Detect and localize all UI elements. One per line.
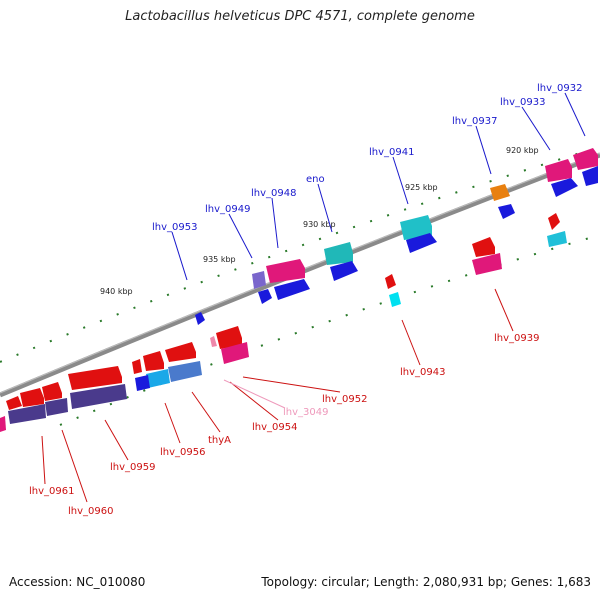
gene-label-lhv-0952[interactable]: lhv_0952 bbox=[322, 394, 367, 405]
gene-block[interactable] bbox=[548, 213, 560, 230]
gene-block[interactable] bbox=[472, 237, 495, 257]
gene-label-lhv-0941[interactable]: lhv_0941 bbox=[369, 147, 414, 158]
gene-label-lhv-0948[interactable]: lhv_0948 bbox=[251, 188, 296, 199]
gene-block[interactable] bbox=[20, 388, 44, 407]
gene-label-lhv-0953[interactable]: lhv_0953 bbox=[152, 222, 197, 233]
gene-label-lhv-0959[interactable]: lhv_0959 bbox=[110, 462, 155, 473]
reverse-genes bbox=[0, 213, 567, 432]
genome-title: Lactobacillus helveticus DPC 4571, compl… bbox=[125, 9, 475, 24]
gene-label-lhv-0943[interactable]: lhv_0943 bbox=[400, 367, 445, 378]
gene-block[interactable] bbox=[210, 336, 217, 347]
gene-block[interactable] bbox=[216, 326, 242, 349]
forward-tick-track bbox=[0, 149, 591, 363]
gene-block[interactable] bbox=[266, 259, 305, 283]
forward-genes bbox=[195, 148, 598, 325]
gene-block[interactable] bbox=[135, 375, 150, 391]
scale-label-925: 925 kbp bbox=[405, 183, 438, 192]
gene-block[interactable] bbox=[143, 351, 164, 371]
gene-label-lhv-0956[interactable]: lhv_0956 bbox=[160, 447, 205, 458]
gene-block[interactable] bbox=[582, 166, 598, 186]
gene-label-lhv-0960[interactable]: lhv_0960 bbox=[68, 506, 113, 517]
scale-label-940: 940 kbp bbox=[100, 287, 133, 296]
gene-block[interactable] bbox=[324, 242, 353, 265]
gene-block[interactable] bbox=[406, 233, 437, 253]
reverse-tick-track bbox=[59, 234, 600, 426]
gene-label-lhv-0933[interactable]: lhv_0933 bbox=[500, 97, 545, 108]
gene-block[interactable] bbox=[6, 396, 22, 410]
gene-block[interactable] bbox=[274, 279, 310, 300]
topology-text: Topology: circular; Length: 2,080,931 bp… bbox=[261, 575, 591, 589]
gene-block[interactable] bbox=[68, 366, 122, 390]
gene-block[interactable] bbox=[252, 271, 266, 289]
gene-block[interactable] bbox=[498, 204, 515, 219]
gene-block[interactable] bbox=[551, 178, 578, 197]
gene-label-lhv-0932[interactable]: lhv_0932 bbox=[537, 83, 582, 94]
accession-text: Accession: NC_010080 bbox=[9, 575, 146, 589]
gene-block[interactable] bbox=[490, 184, 510, 201]
scale-label-930: 930 kbp bbox=[303, 220, 336, 229]
gene-block[interactable] bbox=[545, 159, 572, 182]
gene-block[interactable] bbox=[385, 274, 396, 289]
forward-callout-lines bbox=[171, 92, 586, 281]
gene-block[interactable] bbox=[258, 289, 272, 304]
gene-block[interactable] bbox=[547, 231, 567, 247]
reverse-callout-lines bbox=[41, 288, 514, 503]
scale-label-935: 935 kbp bbox=[203, 255, 236, 264]
gene-label-lhv-0939[interactable]: lhv_0939 bbox=[494, 333, 539, 344]
gene-block[interactable] bbox=[195, 312, 205, 325]
pseudo-callout-line bbox=[223, 379, 286, 409]
scale-label-920: 920 kbp bbox=[506, 146, 539, 155]
gene-label-eno[interactable]: eno bbox=[306, 174, 325, 185]
gene-block[interactable] bbox=[389, 292, 401, 307]
gene-block[interactable] bbox=[330, 261, 358, 281]
gene-block[interactable] bbox=[472, 253, 502, 275]
gene-label-lhv-0961[interactable]: lhv_0961 bbox=[29, 486, 74, 497]
gene-label-lhv-0954[interactable]: lhv_0954 bbox=[252, 422, 297, 433]
gene-block[interactable] bbox=[221, 342, 249, 364]
gene-block[interactable] bbox=[165, 342, 196, 362]
gene-block[interactable] bbox=[45, 398, 68, 416]
gene-block[interactable] bbox=[400, 215, 432, 240]
gene-block[interactable] bbox=[70, 384, 127, 409]
gene-block[interactable] bbox=[573, 148, 598, 170]
gene-block[interactable] bbox=[8, 404, 46, 424]
gene-block[interactable] bbox=[146, 369, 170, 388]
gene-block[interactable] bbox=[42, 382, 62, 401]
gene-label-lhv-0949[interactable]: lhv_0949 bbox=[205, 204, 250, 215]
gene-block[interactable] bbox=[168, 361, 202, 382]
gene-label-thya[interactable]: thyA bbox=[208, 435, 231, 446]
gene-label-lhv-0937[interactable]: lhv_0937 bbox=[452, 116, 497, 127]
gene-label-lhv-3049[interactable]: lhv_3049 bbox=[283, 407, 328, 418]
gene-block[interactable] bbox=[132, 359, 142, 374]
gene-block[interactable] bbox=[0, 416, 6, 432]
